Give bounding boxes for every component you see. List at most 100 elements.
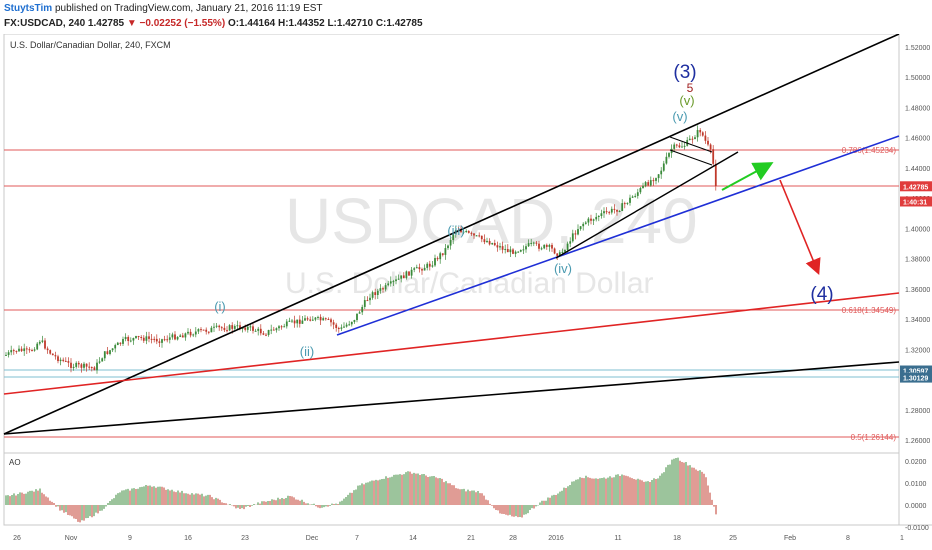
price-tick-label: 1.46000 (905, 136, 930, 143)
oscillator-title: AO (9, 458, 21, 467)
candle-body (691, 138, 694, 140)
price-label-box (900, 365, 932, 376)
candle-body (51, 353, 54, 356)
candle-body (257, 328, 260, 331)
candle-body (486, 240, 488, 243)
candle-body (629, 197, 631, 203)
price-tick-label: 1.50000 (905, 75, 930, 82)
candle-body (673, 144, 676, 149)
candle-body (272, 329, 275, 331)
candle-body (636, 192, 639, 196)
time-tick-label: 1 (900, 535, 904, 542)
candle-body (168, 337, 171, 340)
candle-body (291, 320, 293, 322)
candle-body (488, 240, 491, 245)
candle-body (135, 336, 137, 339)
candle-body (361, 306, 364, 313)
candle-body (626, 202, 629, 204)
candle-body (566, 243, 569, 251)
candle-body (340, 327, 343, 329)
candle-body (662, 163, 665, 171)
candle-body (332, 322, 335, 325)
candle-body (187, 331, 189, 334)
candle-body (64, 360, 67, 362)
candle-body (376, 290, 379, 296)
candle-body (704, 135, 707, 141)
candle-body (595, 216, 598, 220)
price-tick-label: 1.44000 (905, 166, 930, 173)
price-tick-label: 1.26000 (905, 438, 930, 445)
candle-body (465, 230, 468, 232)
channel-line-upper[interactable] (669, 136, 713, 153)
candle-body (90, 367, 93, 369)
candle-body (616, 209, 618, 212)
candle-body (46, 348, 49, 351)
candle-body (129, 340, 132, 342)
candle-body (85, 363, 88, 367)
candle-body (714, 163, 717, 187)
candle-body (371, 292, 374, 298)
author-link[interactable]: StuytsTim (4, 3, 53, 14)
chart-title: U.S. Dollar/Canadian Dollar, 240, FXCM (10, 40, 171, 50)
candle-body (236, 325, 239, 327)
candle-body (665, 156, 668, 164)
candle-body (701, 132, 704, 136)
ao-histogram (5, 457, 717, 523)
candle-body (460, 230, 462, 233)
candle-body (694, 137, 696, 140)
candle-body (592, 219, 595, 221)
candle-body (83, 363, 85, 368)
ao-tick-label: 0.0000 (905, 503, 927, 510)
candle-body (434, 258, 436, 266)
chart-area[interactable]: USDCAD, 240 U.S. Dollar/Canadian Dollar … (0, 34, 932, 550)
candle-body (280, 326, 283, 328)
price-axis[interactable]: 1.520001.500001.480001.460001.440001.420… (905, 45, 930, 445)
candle-body (603, 211, 605, 214)
candle-body (522, 249, 525, 251)
last-price: 1.42785 (87, 18, 125, 29)
trendline-black-short[interactable] (555, 151, 739, 259)
price-tick-label: 1.34000 (905, 317, 930, 324)
candle-body (413, 268, 416, 270)
candle-body (353, 320, 356, 322)
channel-line-lower[interactable] (669, 149, 713, 166)
candle-body (556, 253, 559, 256)
candle-body (301, 320, 304, 324)
wave-label-ii: (ii) (300, 344, 314, 359)
time-axis[interactable]: 26 Nov 9 16 23 Dec 7 14 21 28 2016 11 18 25 Feb 8 1 (13, 535, 904, 542)
candle-body (241, 327, 244, 329)
candle-body (363, 300, 366, 307)
time-tick-label: 2016 (548, 535, 564, 542)
price-label-text: 1.42785 (903, 184, 928, 191)
candle-body (18, 348, 20, 352)
trendline-red[interactable] (3, 292, 900, 395)
candle-body (54, 355, 57, 357)
candle-body (41, 340, 44, 342)
candle-body (415, 267, 418, 269)
candle-body (530, 242, 533, 244)
candle-body (194, 331, 197, 335)
wave-label-i: (i) (214, 299, 226, 314)
candle-body (389, 281, 392, 284)
candle-body (634, 195, 637, 197)
candle-body (28, 349, 31, 351)
candle-body (439, 253, 442, 260)
trendline-black-lower[interactable] (3, 361, 900, 435)
candle-body (213, 326, 215, 328)
price-label-text: 1.30129 (903, 376, 928, 383)
candle-body (600, 213, 603, 216)
trendline-black-upper[interactable] (3, 34, 900, 435)
candle-body (473, 233, 475, 236)
candle-body (551, 244, 553, 249)
trendline-blue[interactable] (336, 135, 900, 336)
candle-body (244, 327, 247, 330)
candle-body (467, 230, 470, 233)
candle-body (356, 313, 358, 321)
candle-body (514, 251, 517, 254)
time-tick-label: 11 (614, 535, 621, 542)
time-tick-label: 8 (846, 535, 850, 542)
candle-body (293, 320, 296, 324)
candlestick-series (5, 125, 717, 374)
candle-body (275, 328, 278, 331)
wave-label-v-minor: (v) (672, 109, 687, 124)
